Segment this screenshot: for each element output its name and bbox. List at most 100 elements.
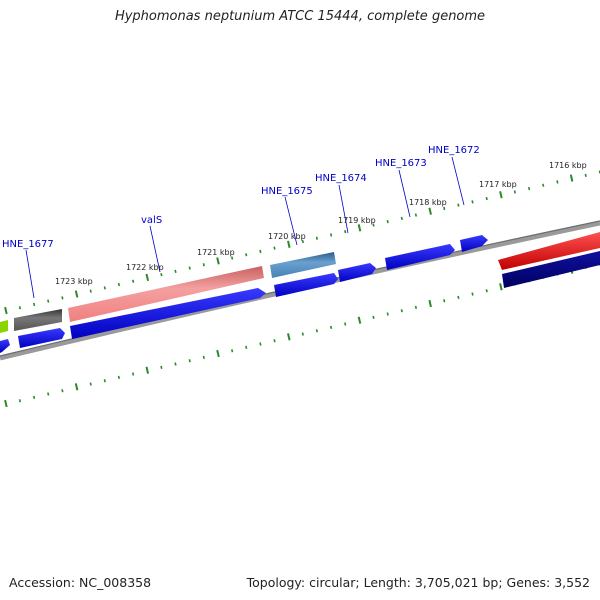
minor-tick: [372, 223, 375, 227]
gene-blue-2: [274, 273, 338, 297]
label-hne1677: HNE_1677: [2, 239, 54, 250]
minor-tick: [174, 362, 177, 366]
gene-hne1677-fragment: [0, 320, 8, 333]
minor-tick: [117, 282, 121, 287]
minor-tick: [485, 289, 488, 293]
minor-tick: [174, 269, 177, 273]
minor-tick: [329, 233, 333, 237]
major-tick: [4, 399, 8, 408]
minor-tick: [457, 203, 460, 207]
tick-label-1721: 1721 kbp: [197, 248, 235, 257]
minor-tick: [584, 173, 587, 177]
minor-tick: [89, 382, 92, 386]
minor-tick: [273, 246, 276, 250]
minor-tick: [443, 206, 446, 211]
minor-tick: [47, 392, 50, 396]
minor-tick: [329, 325, 333, 329]
minor-tick: [273, 339, 276, 343]
gene-hne1675: [270, 252, 336, 278]
major-tick: [145, 366, 150, 374]
minor-tick: [315, 236, 319, 240]
minor-tick: [485, 196, 488, 201]
tick-label-1720: 1720 kbp: [268, 232, 306, 241]
minor-tick: [230, 256, 234, 260]
gene-blue-4: [385, 244, 455, 270]
minor-tick: [301, 239, 304, 244]
minor-tick: [131, 279, 135, 283]
minor-tick: [457, 295, 460, 299]
label-hne1673: HNE_1673: [375, 158, 427, 169]
minor-tick: [188, 359, 191, 363]
minor-tick: [542, 183, 545, 187]
minor-tick: [103, 379, 106, 383]
minor-tick: [32, 395, 36, 399]
tick-label-1717: 1717 kbp: [479, 180, 517, 189]
minor-tick: [230, 349, 234, 353]
genome-summary-text: Topology: circular; Length: 3,705,021 bp…: [246, 575, 590, 590]
major-tick: [428, 299, 432, 308]
label-hne1674: HNE_1674: [315, 173, 367, 184]
gene-blue-3: [338, 263, 376, 282]
minor-tick: [386, 220, 389, 224]
forward-lower-row: [0, 235, 600, 353]
map-title: Hyphomonas neptunium ATCC 15444, complet…: [114, 9, 486, 24]
minor-tick: [301, 332, 304, 336]
gene-navy: [502, 251, 600, 288]
minor-tick: [61, 389, 64, 393]
minor-tick: [202, 355, 205, 359]
gene-blue-5: [460, 235, 488, 252]
minor-tick: [89, 289, 92, 293]
tick-label-1723: 1723 kbp: [55, 277, 93, 286]
minor-tick: [188, 266, 191, 270]
minor-tick: [471, 292, 474, 296]
minor-tick: [61, 296, 64, 300]
minor-tick: [527, 186, 531, 191]
tick-label-1718: 1718 kbp: [409, 198, 447, 207]
minor-tick: [131, 372, 135, 376]
minor-tick: [103, 286, 106, 290]
minor-tick: [160, 273, 163, 277]
minor-tick: [556, 180, 559, 184]
forward-strand: [0, 232, 600, 333]
label-pointers: [25, 156, 465, 299]
major-tick: [4, 306, 8, 315]
major-tick: [216, 257, 220, 265]
minor-tick: [202, 263, 205, 267]
outer-tick-row: [4, 170, 600, 315]
major-tick: [216, 349, 220, 358]
gene-blue-long: [70, 288, 266, 339]
major-tick: [499, 283, 503, 291]
label-hne1672: HNE_1672: [428, 145, 480, 156]
label-vals: valS: [141, 215, 162, 226]
major-tick: [145, 273, 150, 282]
minor-tick: [245, 253, 248, 257]
gene-red-arrow: [498, 232, 600, 270]
minor-tick: [259, 249, 262, 254]
minor-tick: [47, 299, 50, 303]
major-tick: [357, 316, 362, 324]
minor-tick: [259, 342, 262, 346]
minor-tick: [414, 305, 418, 309]
gene-gray: [14, 309, 62, 331]
major-tick: [499, 191, 503, 199]
minor-tick: [245, 345, 248, 349]
minor-tick: [443, 299, 446, 303]
minor-tick: [315, 329, 319, 333]
minor-tick: [344, 230, 347, 234]
minor-tick: [471, 200, 474, 204]
minor-tick: [400, 216, 403, 220]
minor-tick: [400, 309, 403, 313]
major-tick: [428, 207, 432, 215]
minor-tick: [386, 312, 389, 316]
minor-tick: [32, 302, 36, 307]
major-tick: [74, 383, 79, 391]
tick-label-1716: 1716 kbp: [549, 161, 587, 170]
accession-text: Accession: NC_008358: [9, 575, 152, 590]
major-tick: [74, 290, 79, 298]
gene-left-edge: [0, 339, 10, 353]
minor-tick: [117, 375, 121, 379]
major-tick: [357, 224, 362, 232]
gene-vals: [68, 266, 264, 322]
minor-tick: [18, 399, 22, 403]
